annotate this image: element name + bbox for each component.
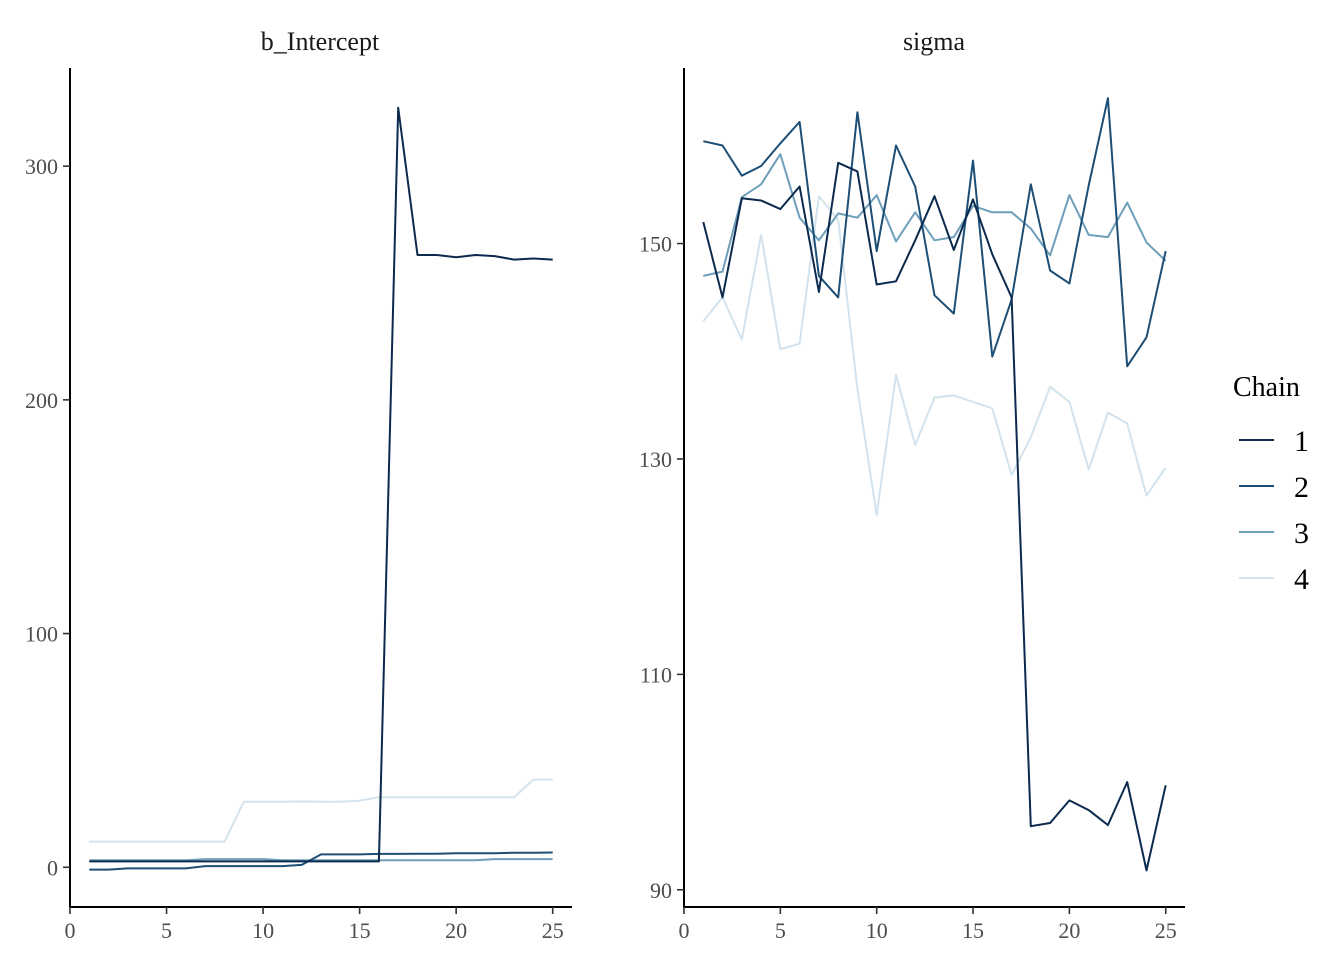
- panel-title: b_Intercept: [261, 27, 380, 56]
- x-tick-label: 25: [542, 918, 564, 943]
- x-tick-label: 10: [252, 918, 274, 943]
- legend-label: 2: [1294, 471, 1309, 504]
- y-tick-label: 200: [25, 388, 58, 413]
- y-tick-label: 130: [639, 447, 672, 472]
- series-line-chain-1: [89, 106, 553, 863]
- y-tick-label: 150: [639, 232, 672, 257]
- y-tick-label: 0: [47, 855, 58, 880]
- x-tick-label: 5: [161, 918, 172, 943]
- legend: Chain 1 2 3 4: [1233, 372, 1309, 596]
- y-tick-label: 300: [25, 154, 58, 179]
- panel-b-intercept: b_Intercept 0 100 200 300 0 5 10 15 20 25: [25, 27, 572, 943]
- x-tick-label: 10: [866, 918, 888, 943]
- x-tick-label: 0: [679, 918, 690, 943]
- legend-items: 1 2 3 4: [1239, 425, 1309, 596]
- series-line-chain-2: [703, 97, 1167, 368]
- series-line-chain-1: [702, 161, 1167, 872]
- panel-sigma: sigma 90 110 130 150 0 5 10 15 20 25: [639, 27, 1185, 943]
- y-tick-label: 100: [25, 622, 58, 647]
- y-tick-label: 90: [650, 878, 672, 903]
- legend-title: Chain: [1233, 372, 1300, 403]
- x-tick-label: 15: [349, 918, 371, 943]
- series-line-chain-2: [89, 851, 553, 871]
- series-line-chain-4: [702, 195, 1167, 516]
- panel-title: sigma: [903, 27, 966, 56]
- x-tick-label: 20: [445, 918, 467, 943]
- x-tick-label: 20: [1058, 918, 1080, 943]
- x-tick-label: 25: [1155, 918, 1177, 943]
- series-line-chain-3: [89, 858, 553, 862]
- x-tick-label: 0: [65, 918, 76, 943]
- plot-area: 0 100 200 300 0 5 10 15 20 25: [25, 68, 572, 943]
- legend-label: 1: [1294, 425, 1309, 458]
- x-tick-label: 15: [962, 918, 984, 943]
- series-line-chain-4: [89, 778, 553, 843]
- y-tick-label: 110: [640, 662, 672, 687]
- series-line-chain-3: [703, 153, 1167, 277]
- legend-label: 4: [1294, 563, 1309, 596]
- legend-label: 3: [1294, 517, 1309, 550]
- x-tick-label: 5: [775, 918, 786, 943]
- plot-area: 90 110 130 150 0 5 10 15 20 25: [639, 68, 1185, 943]
